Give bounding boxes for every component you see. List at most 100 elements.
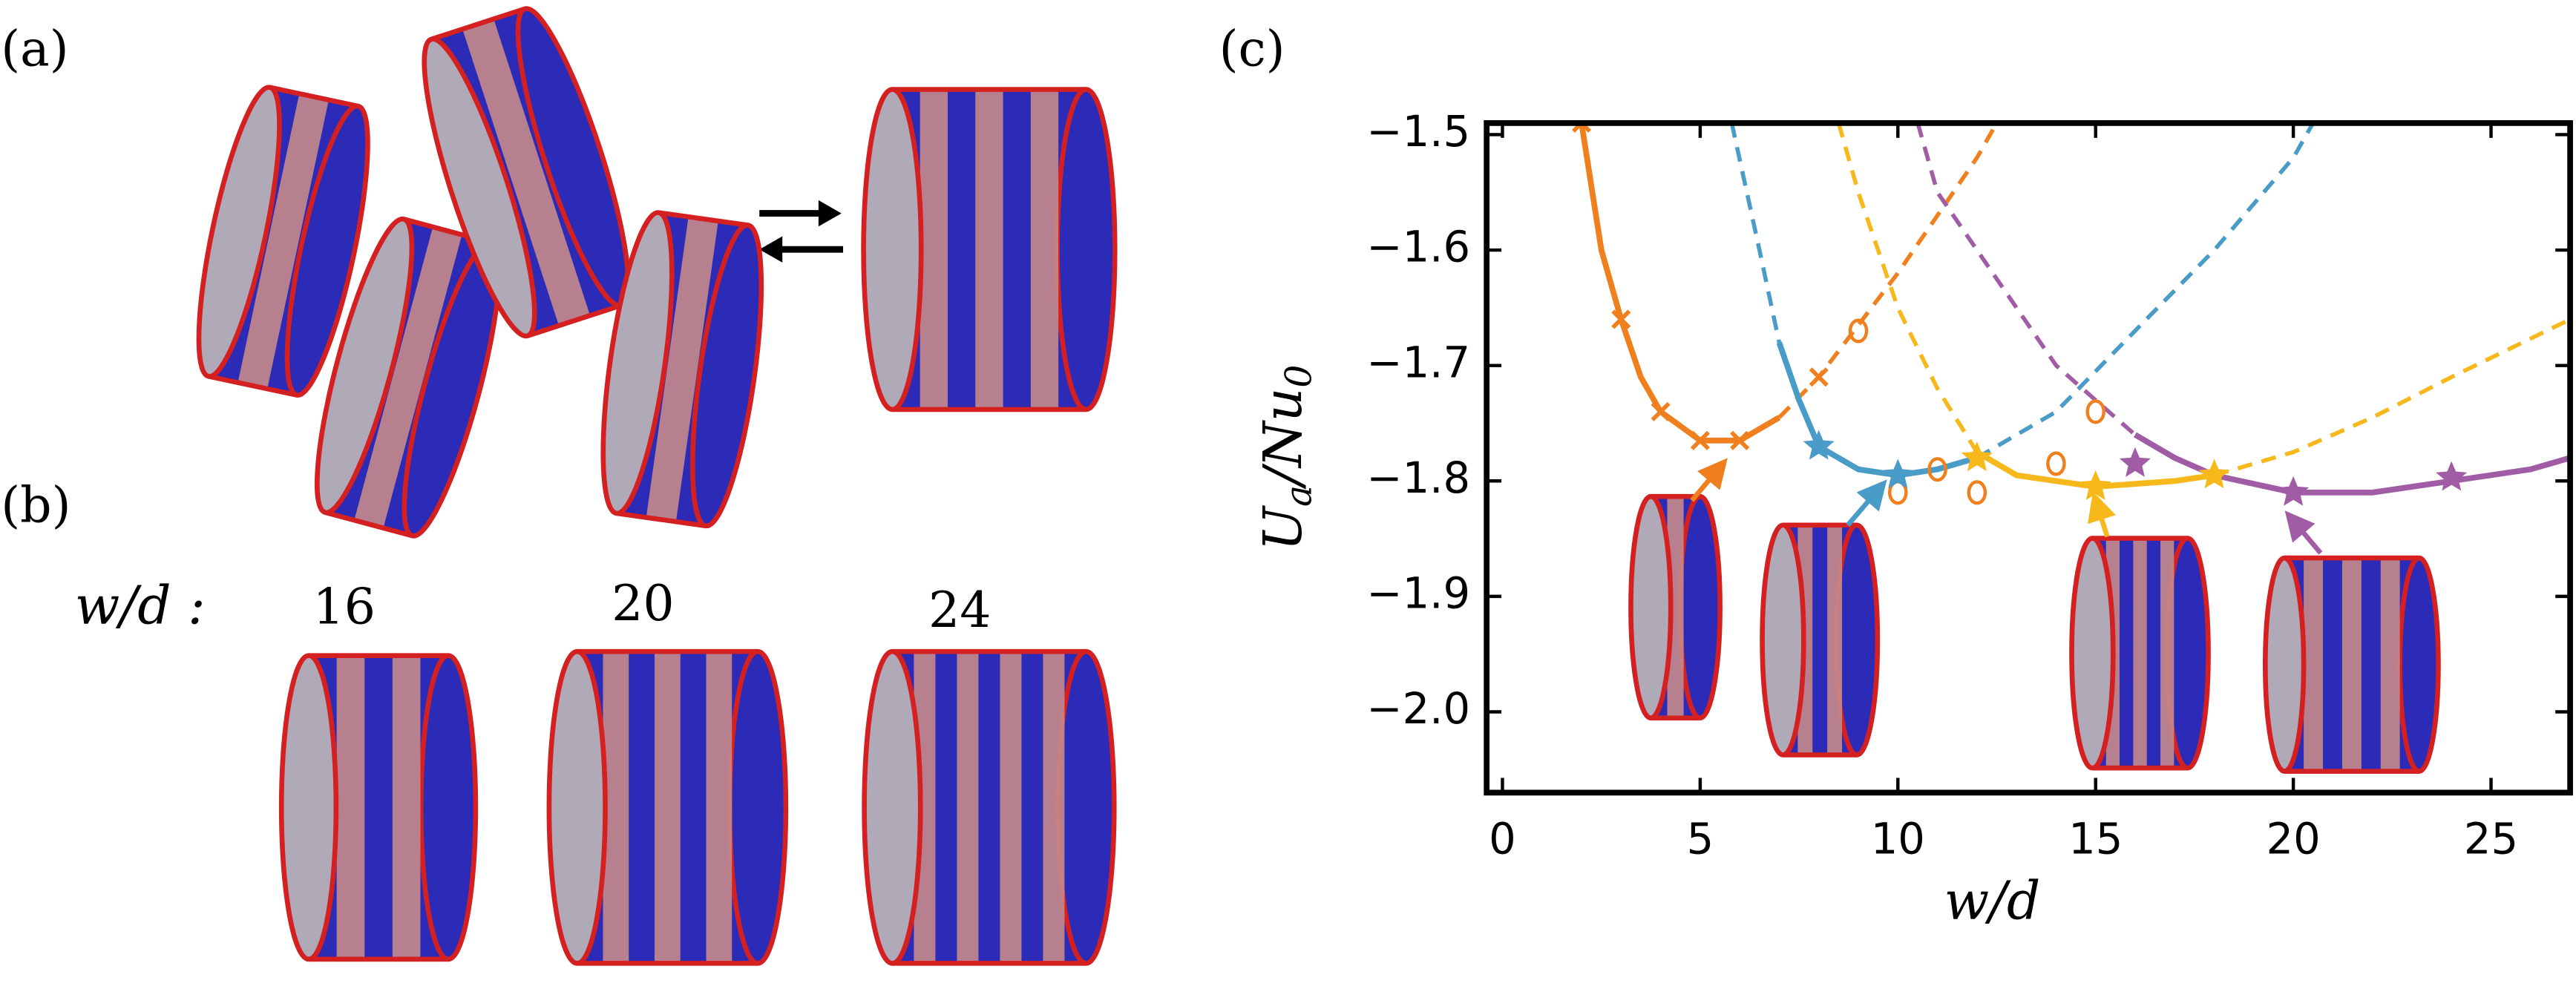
barrel [600, 210, 764, 529]
y-tick-label: −1.7 [1366, 338, 1470, 387]
star-marker [2278, 476, 2310, 506]
y-tick-label: −1.8 [1366, 453, 1470, 503]
barrel-stripe [1000, 651, 1022, 964]
barrel-stripe [957, 651, 979, 964]
barrel-end [1677, 493, 1723, 721]
barrel [1760, 522, 1881, 757]
y-tick-label: −1.5 [1366, 107, 1470, 157]
star-marker [2119, 447, 2151, 477]
circle-marker [1967, 480, 1987, 505]
y-tick-label: −1.9 [1366, 569, 1470, 619]
barrel-opening [861, 87, 924, 412]
barrel-stripe [2380, 558, 2400, 772]
curve [2133, 432, 2571, 496]
curve [1729, 122, 1782, 343]
y-tick-label: −2.0 [1366, 684, 1470, 734]
exchange-arrows [759, 200, 844, 263]
barrel-opening [2069, 536, 2116, 771]
y-label-part: U [1252, 505, 1314, 551]
barrel-opening [1628, 493, 1674, 721]
cross-marker [1611, 309, 1631, 329]
barrel-stripe [646, 217, 718, 522]
barrel-rim [616, 510, 707, 529]
barrel-stripe [2133, 538, 2147, 769]
barrel-end [284, 103, 370, 398]
star-marker [2198, 458, 2230, 489]
barrel-end [1833, 522, 1881, 757]
barrel-stripe [336, 655, 365, 959]
barrel-stripe [2304, 558, 2324, 772]
barrel-rim [324, 510, 413, 539]
cross-marker [1730, 430, 1750, 450]
star-marker [2436, 461, 2468, 491]
circle-marker [2085, 399, 2105, 424]
barrel-opening [314, 216, 415, 516]
barrel-rim [208, 374, 298, 398]
cross-marker [1809, 367, 1829, 387]
barrel-stripe [706, 651, 733, 964]
star-marker [2080, 470, 2111, 501]
cross-marker [1651, 401, 1671, 421]
cross-marker [1690, 430, 1710, 450]
barrel-rim [430, 6, 526, 42]
barrel-end [1055, 648, 1117, 966]
circle-marker [2046, 451, 2066, 476]
barrel-end [727, 648, 789, 966]
plot: 0 5 10 15 20 25 −1.5 −1.6 −1.7 −1.8 −1.9 −2.0 [1366, 107, 2573, 864]
barrel-stripe [920, 89, 948, 410]
x-axis-label: w/d [1944, 870, 2041, 932]
barrel-stripe [2160, 538, 2174, 769]
barrel-end [2397, 555, 2441, 774]
y-axis-label: Ua/Nu0 [1252, 365, 1320, 551]
x-tick-label: 10 [1871, 814, 1925, 864]
barrel [196, 85, 370, 398]
barrel [2262, 555, 2441, 774]
width-value: 20 [612, 574, 674, 632]
barrel [2069, 536, 2211, 771]
barrel [546, 648, 789, 966]
barrel-end [418, 653, 479, 962]
curve [1836, 122, 1979, 453]
barrel [278, 653, 479, 962]
curve [1976, 122, 2316, 460]
barrel-stripe [1827, 525, 1843, 755]
barrel-opening [600, 210, 675, 516]
inset-arrow [2284, 510, 2323, 555]
panel-label: (b) [1, 476, 71, 533]
barrel-opening [422, 36, 537, 339]
circle-marker [1927, 457, 1947, 482]
width-value: 24 [928, 581, 991, 639]
x-tick-label: 5 [1687, 814, 1714, 864]
barrel [861, 87, 1118, 412]
barrel-stripe [654, 651, 681, 964]
plot-frame [1484, 120, 2573, 796]
barrel-stripe [2341, 558, 2362, 772]
y-label-part: 0 [1278, 365, 1320, 388]
width-label: w/d : [75, 575, 206, 637]
barrel-rim [269, 85, 359, 109]
curve [1777, 122, 1999, 419]
inset-arrow [2088, 491, 2117, 538]
circle-marker [1848, 318, 1869, 343]
barrel-opening [1760, 522, 1806, 757]
data-area [1572, 122, 2571, 506]
barrel-stripe [1043, 651, 1065, 964]
barrel-rim [526, 303, 623, 338]
barrel-rim [658, 210, 749, 228]
star-marker [1803, 430, 1835, 460]
star-marker [1961, 441, 1993, 472]
curve [1776, 341, 1978, 479]
x-tick-label: 0 [1489, 814, 1516, 864]
y-label-part: /Nu [1252, 388, 1314, 490]
barrel-opening [278, 653, 339, 962]
x-tick-label: 25 [2464, 814, 2518, 864]
y-label-part: a [1278, 485, 1320, 507]
width-value: 16 [313, 578, 376, 636]
barrel-stripe [462, 19, 591, 326]
barrel-stripe [975, 89, 1003, 410]
panel-label: (a) [1, 19, 68, 77]
barrel-stripe [392, 655, 421, 959]
rings [196, 6, 2441, 966]
inset-arrow [1690, 458, 1728, 502]
